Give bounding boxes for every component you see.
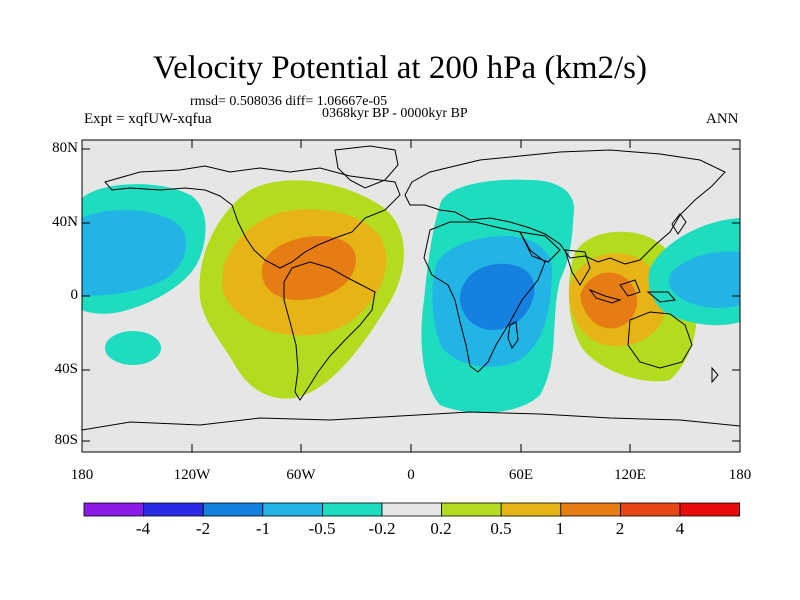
contour-pos3-americas — [261, 236, 356, 300]
contour-neg2-east-pacific — [668, 251, 740, 309]
colorbar-swatch — [262, 502, 323, 517]
lat-label-40s: 40S — [54, 361, 78, 377]
plot-title: Velocity Potential at 200 hPa (km2/s) — [152, 50, 648, 86]
lat-label-80n: 80N — [52, 140, 78, 156]
season-label: ANN — [706, 111, 739, 127]
colorbar-label: -0.5 — [308, 519, 336, 538]
colorbar-swatch — [560, 502, 621, 517]
lon-label-120e: 120E — [614, 467, 646, 483]
lon-label-0: 0 — [407, 467, 415, 483]
contour-field — [82, 140, 740, 452]
lon-label-60e: 60E — [508, 467, 534, 483]
contour-pos3-maritime — [580, 272, 638, 329]
colorbar-swatch — [500, 502, 562, 517]
experiment-label: Expt = xqfUW-xqfua — [84, 111, 212, 127]
colorbar-label: 0.2 — [430, 519, 452, 538]
colorbar-label: 1 — [555, 519, 565, 538]
colorbar-swatch — [143, 502, 204, 517]
lon-label-180e: 180 — [728, 467, 752, 483]
colorbar-label: 2 — [615, 519, 625, 538]
contour-neg2-pacific-west — [82, 210, 187, 296]
colorbar-swatch — [381, 502, 442, 517]
colorbar — [83, 502, 740, 517]
contour-neg-south-pacific — [105, 331, 161, 365]
lat-label-eq: 0 — [70, 287, 79, 303]
contour-neg3-africa — [459, 263, 535, 330]
rmsd-stats: rmsd= 0.508036 diff= 1.06667e-05 — [190, 94, 388, 109]
colorbar-swatch — [441, 502, 502, 517]
lon-label-120w: 120W — [173, 467, 211, 483]
axis-ticks — [81, 140, 741, 452]
colorbar-swatch — [321, 502, 383, 517]
lat-label-40n: 40N — [52, 214, 78, 230]
colorbar-swatch — [83, 502, 144, 517]
colorbar-swatch — [620, 502, 681, 517]
colorbar-label: -2 — [195, 519, 211, 538]
lon-label-180w: 180 — [70, 467, 94, 483]
colorbar-label: -1 — [255, 519, 271, 538]
coastlines — [82, 145, 740, 431]
lon-label-60w: 60W — [286, 467, 316, 483]
colorbar-swatch — [202, 502, 264, 517]
colorbar-label: -0.2 — [368, 519, 396, 538]
colorbar-label: 4 — [675, 519, 685, 538]
colorbar-label: -4 — [135, 519, 151, 538]
colorbar-swatch — [679, 502, 740, 517]
period-label: 0368kyr BP - 0000kyr BP — [322, 106, 468, 121]
colorbar-label: 0.5 — [490, 519, 512, 538]
lat-label-80s: 80S — [54, 432, 78, 448]
